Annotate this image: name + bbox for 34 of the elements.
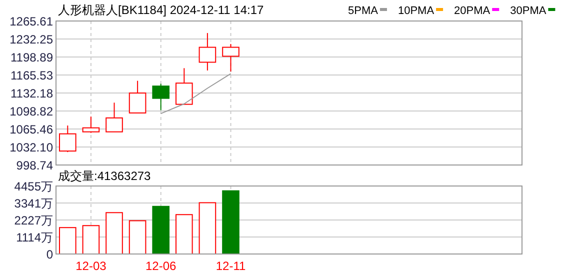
legend-label: 5PMA bbox=[348, 5, 379, 17]
chart-title: 成交量:41363273 bbox=[58, 169, 152, 183]
y-tick-label: 1265.61 bbox=[10, 14, 54, 28]
line-series bbox=[160, 73, 232, 114]
y-tick-label: 998.74 bbox=[16, 158, 54, 172]
y-tick-label: 1098.82 bbox=[10, 104, 54, 118]
bar bbox=[198, 202, 216, 254]
y-tick-label: 0 bbox=[46, 248, 54, 262]
y-tick-label: 1065.46 bbox=[10, 122, 54, 136]
x-tick-label: 12-06 bbox=[146, 259, 177, 273]
bar bbox=[58, 227, 76, 254]
y-tick-label: 4455万 bbox=[14, 180, 53, 194]
y-tick-label: 1232.25 bbox=[10, 32, 54, 46]
bar bbox=[152, 206, 170, 254]
legend-label: 30PMA bbox=[510, 5, 547, 17]
y-tick-label: 1165.53 bbox=[10, 68, 54, 82]
bar bbox=[175, 214, 193, 254]
legend-label: 20PMA bbox=[454, 5, 491, 17]
y-tick-label: 1198.89 bbox=[10, 50, 54, 64]
bar bbox=[128, 220, 146, 254]
bar bbox=[222, 190, 240, 254]
x-tick-label: 12-11 bbox=[216, 259, 246, 273]
bar bbox=[106, 212, 123, 254]
x-tick-label: 12-03 bbox=[76, 259, 107, 273]
y-tick-label: 1132.18 bbox=[10, 86, 54, 100]
y-tick-label: 1032.10 bbox=[10, 140, 54, 154]
legend-label: 10PMA bbox=[398, 5, 435, 17]
y-tick-label: 2227万 bbox=[14, 214, 53, 228]
y-tick-label: 3341万 bbox=[14, 196, 53, 211]
y-tick-label: 1114万 bbox=[16, 230, 53, 244]
bar bbox=[82, 225, 100, 254]
candlestick bbox=[198, 32, 216, 71]
chart-title: 人形机器人[BK1184] 2024-12-11 14:17 bbox=[58, 3, 264, 17]
candlestick bbox=[222, 43, 240, 72]
